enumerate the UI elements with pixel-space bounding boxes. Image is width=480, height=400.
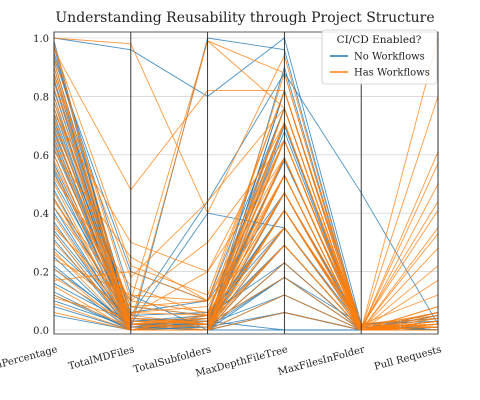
- legend-box: [321, 29, 438, 85]
- line-has-workflows-47: [53, 244, 439, 331]
- legend-title: CI/CD Enabled?: [337, 34, 422, 46]
- line-has-workflows-44: [53, 163, 439, 332]
- plot-frame: [53, 31, 439, 335]
- y-tick-labels: 0.0 0.2 0.4 0.6 0.8 1.0: [33, 34, 49, 337]
- line-has-workflows-40: [53, 113, 439, 331]
- line-has-workflows-32: [53, 209, 439, 331]
- line-has-workflows-43: [53, 139, 439, 329]
- line-has-workflows-42: [53, 177, 439, 331]
- y-tick-label-1: 0.2: [33, 268, 49, 279]
- y-tick-label-5: 1.0: [33, 34, 49, 45]
- line-has-workflows-45: [53, 96, 439, 332]
- line-has-workflows-31: [53, 139, 439, 331]
- line-has-workflows-5: [53, 67, 439, 329]
- line-has-workflows-13: [53, 121, 439, 328]
- chart-title: Understanding Reusability through Projec…: [55, 10, 434, 26]
- line-has-workflows-34: [53, 262, 439, 331]
- legend-label-no-workflows: No Workflows: [354, 52, 425, 63]
- y-tick-label-0: 0.0: [33, 326, 49, 337]
- data-lines: [53, 37, 439, 332]
- line-has-workflows-15: [53, 134, 439, 331]
- line-has-workflows-3: [53, 37, 439, 332]
- y-tick-label-3: 0.6: [33, 151, 49, 162]
- line-has-workflows-23: [53, 174, 439, 331]
- legend: CI/CD Enabled? No Workflows Has Workflow…: [321, 29, 438, 85]
- y-tick-label-2: 0.4: [33, 209, 49, 220]
- legend-label-has-workflows: Has Workflows: [354, 68, 430, 79]
- line-has-workflows-36: [53, 294, 438, 331]
- line-has-workflows-46: [53, 227, 439, 331]
- y-tick-label-4: 0.8: [33, 92, 49, 103]
- line-has-workflows-39: [53, 75, 439, 331]
